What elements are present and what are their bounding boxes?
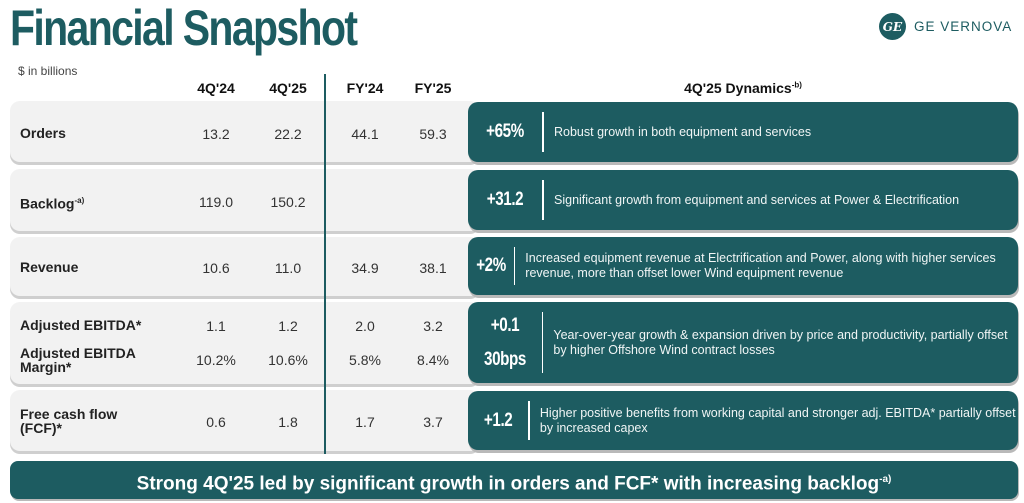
value-cell: 1.7 — [355, 414, 375, 430]
row-label: Orders — [20, 125, 66, 141]
delta-value: +65% — [486, 121, 524, 142]
table-row-revenue — [10, 237, 480, 296]
value-cell: 119.0 — [199, 194, 233, 210]
value-cell: 22.2 — [274, 126, 302, 142]
units-note: $ in billions — [18, 64, 78, 78]
banner-text: Strong 4Q'25 led by significant growth i… — [136, 473, 880, 495]
banner-footnote: -a) — [879, 474, 892, 485]
dynamics-box-revenue: +2% Increased equipment revenue at Elect… — [468, 237, 1018, 295]
commentary: Significant growth from equipment and se… — [554, 192, 960, 207]
row-label: Free cash flow (FCF)* — [20, 406, 118, 436]
dynamics-footnote: -b) — [791, 80, 802, 90]
value-cell: 13.2 — [202, 126, 230, 142]
row-sub-label: Adjusted EBITDA Margin* — [20, 345, 136, 375]
summary-banner: Strong 4Q'25 led by significant growth i… — [10, 461, 1018, 499]
value-cell: 11.0 — [274, 260, 302, 276]
table-row-backlog — [10, 169, 480, 231]
delta-value: +0.1 — [490, 314, 520, 336]
table-row-free-cash-flow — [10, 390, 480, 451]
delta-value: +2% — [476, 255, 506, 276]
column-header-4q25: 4Q'25 — [269, 80, 307, 96]
value-cell: 2.0 — [355, 318, 375, 334]
value-cell: 10.2% — [196, 352, 236, 368]
value-cell: 3.7 — [423, 414, 443, 430]
value-cell: 10.6% — [268, 352, 308, 368]
column-header-fy24: FY'24 — [346, 80, 384, 96]
commentary: Increased equipment revenue at Electrifi… — [525, 251, 996, 280]
value-cell: 8.4% — [417, 352, 449, 368]
commentary: Robust growth in both equipment and serv… — [554, 124, 812, 139]
delta-value: +1.2 — [483, 409, 513, 431]
delta-value: +31.2 — [486, 189, 524, 210]
separator — [528, 401, 530, 440]
dynamics-header: 4Q'25 Dynamics-b) — [468, 80, 1018, 96]
value-cell: 3.2 — [423, 318, 443, 334]
dynamics-box-fcf: +1.2 Higher positive benefits from worki… — [468, 391, 1018, 450]
commentary: Higher positive benefits from working ca… — [539, 405, 1016, 435]
row-label: Adjusted EBITDA* — [20, 317, 142, 333]
table-row-orders — [10, 101, 480, 162]
value-cell: 0.6 — [206, 414, 226, 430]
ge-vernova-logo: GE GE VERNOVA — [879, 13, 1012, 40]
dynamics-box-orders: +65% Robust growth in both equipment and… — [468, 102, 1018, 162]
ge-monogram-icon: GE — [879, 13, 906, 40]
dynamics-header-label: 4Q'25 Dynamics — [684, 80, 792, 96]
page-title: Financial Snapshot — [10, 0, 358, 56]
row-label-text: Backlog — [20, 195, 75, 212]
dynamics-box-backlog: +31.2 Significant growth from equipment … — [468, 170, 1018, 230]
delta-stack: +0.1 30bps — [468, 312, 542, 374]
table-row-adjusted-ebitda — [10, 302, 480, 384]
footnote-marker: -a) — [74, 196, 85, 205]
value-cell: 150.2 — [270, 194, 306, 210]
row-label: Backlog-a) — [20, 194, 84, 211]
logo-text: GE VERNOVA — [914, 19, 1013, 34]
separator — [542, 112, 544, 152]
row-label: Revenue — [20, 259, 79, 275]
separator — [542, 180, 544, 220]
commentary: Year-over-year growth & expansion driven… — [553, 327, 1008, 357]
value-cell: 1.2 — [278, 318, 298, 334]
value-cell: 59.3 — [419, 126, 447, 142]
delta-margin: 30bps — [484, 348, 526, 370]
value-cell: 1.1 — [206, 318, 226, 334]
separator — [514, 247, 516, 285]
value-cell: 5.8% — [349, 352, 381, 368]
column-header-4q24: 4Q'24 — [197, 80, 235, 96]
dynamics-box-ebitda: +0.1 30bps Year-over-year growth & expan… — [468, 302, 1018, 383]
column-header-fy25: FY'25 — [414, 80, 452, 96]
period-divider — [324, 74, 326, 454]
value-cell: 10.6 — [202, 260, 230, 276]
value-cell: 1.8 — [278, 414, 298, 430]
separator — [542, 312, 544, 373]
value-cell: 38.1 — [419, 260, 447, 276]
value-cell: 34.9 — [351, 260, 379, 276]
value-cell: 44.1 — [351, 126, 379, 142]
